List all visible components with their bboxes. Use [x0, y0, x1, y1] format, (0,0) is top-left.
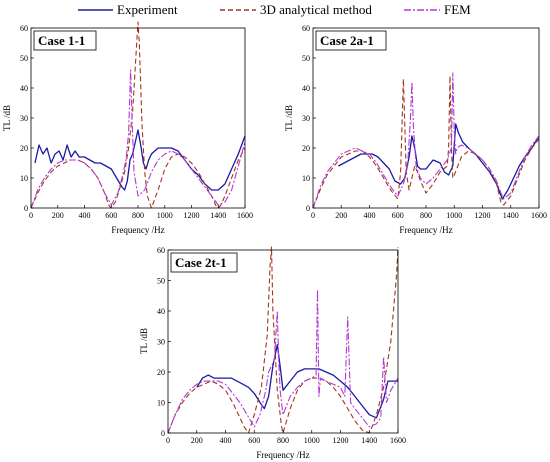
case-title-box: [170, 252, 238, 273]
series-line-fem: [167, 289, 399, 434]
x-tick-label: 200: [191, 436, 203, 445]
case-title-box: [33, 30, 97, 51]
x-axis-label: Frequency /Hz: [256, 450, 309, 460]
y-tick-label: 60: [20, 24, 28, 33]
chart-case-2a-1: 0 200 400 600 800 1000 1200 1400 1600 0 10 20 30 40 50…: [284, 24, 547, 235]
x-tick-label: 0: [166, 436, 170, 445]
x-tick-label: 400: [364, 211, 376, 220]
x-tick-label: 800: [420, 211, 432, 220]
y-tick-label: 50: [20, 54, 28, 63]
y-tick-label: 20: [20, 144, 28, 153]
y-tick-label: 50: [302, 54, 310, 63]
y-tick-label: 40: [157, 307, 165, 316]
x-tick-label: 400: [220, 436, 232, 445]
x-tick-label: 1200: [333, 436, 349, 445]
x-tick-label: 200: [52, 211, 64, 220]
y-tick-label: 20: [157, 368, 165, 377]
x-tick-label: 200: [335, 211, 347, 220]
series-line-experiment: [338, 123, 540, 200]
y-tick-label: 10: [157, 399, 165, 408]
legend-label-experiment: Experiment: [117, 2, 178, 17]
x-tick-label: 800: [277, 436, 289, 445]
y-tick-label: 40: [20, 84, 28, 93]
x-tick-label: 400: [79, 211, 91, 220]
x-tick-label: 600: [105, 211, 117, 220]
x-tick-label: 1600: [531, 211, 547, 220]
case-title: Case 2t-1: [175, 255, 227, 270]
x-tick-label: 1000: [157, 211, 173, 220]
y-tick-label: 20: [302, 144, 310, 153]
y-tick-label: 30: [302, 114, 310, 123]
y-tick-label: 60: [302, 24, 310, 33]
y-axis-label: TL /dB: [139, 328, 149, 354]
x-tick-label: 1600: [237, 211, 253, 220]
series-line-3d-analytical-method: [167, 246, 399, 434]
series-line-fem: [30, 69, 246, 209]
y-tick-label: 30: [20, 114, 28, 123]
plot-frame: [312, 27, 540, 209]
series-line-fem: [312, 72, 540, 209]
y-tick-label: 10: [302, 174, 310, 183]
series-line-experiment: [34, 129, 246, 191]
x-tick-label: 600: [248, 436, 260, 445]
x-axis-label: Frequency /Hz: [399, 225, 452, 235]
legend: Experiment 3D analytical method FEM: [78, 2, 471, 17]
y-tick-label: 0: [24, 204, 28, 213]
x-tick-label: 0: [311, 211, 315, 220]
case-title: Case 1-1: [38, 33, 85, 48]
x-tick-label: 1200: [184, 211, 200, 220]
x-tick-label: 0: [29, 211, 33, 220]
y-tick-label: 0: [306, 204, 310, 213]
y-tick-label: 50: [157, 277, 165, 286]
chart-case-2t-1: 0 200 400 600 800 1000 1200 1400 1600 0 10 20 30 40 50…: [139, 246, 406, 460]
x-tick-label: 1000: [446, 211, 462, 220]
y-axis-label: TL /dB: [2, 105, 12, 131]
series-line-3d-analytical-method: [312, 75, 540, 209]
y-tick-label: 10: [20, 174, 28, 183]
y-axis-label: TL /dB: [284, 105, 294, 131]
x-tick-label: 1600: [390, 436, 406, 445]
x-tick-label: 1000: [304, 436, 320, 445]
y-tick-label: 60: [157, 246, 165, 255]
x-tick-label: 1200: [475, 211, 491, 220]
y-tick-label: 0: [161, 429, 165, 438]
x-tick-label: 1400: [503, 211, 519, 220]
x-tick-label: 800: [132, 211, 144, 220]
chart-case-1-1: 0 200 400 600 800 1000 1200 1400 1600 0 10 20 30 40 50…: [2, 21, 253, 235]
x-tick-label: 1400: [361, 436, 377, 445]
legend-label-fem: FEM: [444, 2, 471, 17]
legend-label-analytical: 3D analytical method: [260, 2, 372, 17]
plot-frame: [30, 27, 246, 209]
y-tick-label: 30: [157, 338, 165, 347]
series-line-experiment: [196, 343, 398, 419]
x-tick-label: 600: [392, 211, 404, 220]
case-title: Case 2a-1: [320, 33, 374, 48]
x-tick-label: 1400: [210, 211, 226, 220]
x-axis-label: Frequency /Hz: [111, 225, 164, 235]
case-title-box: [315, 30, 387, 51]
y-tick-label: 40: [302, 84, 310, 93]
plot-frame: [167, 249, 399, 434]
